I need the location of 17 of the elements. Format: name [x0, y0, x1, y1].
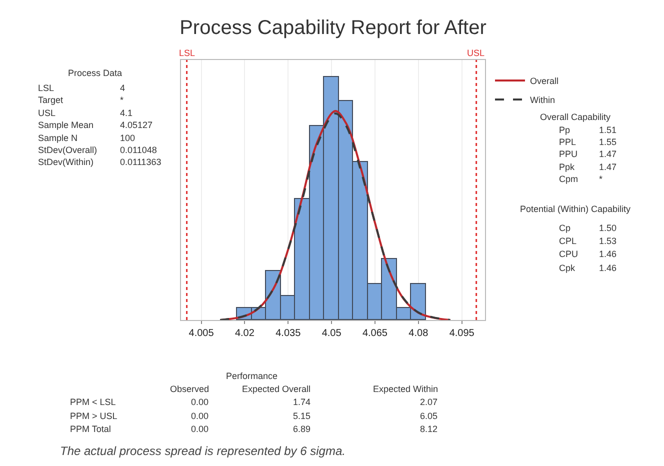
text: The actual process spread is represented by 6 sigma.	[60, 444, 346, 458]
text: Overall Capability Pp 1.51 PPL 1.55 PPU 1.47 Ppk 1.47 Cpm *	[540, 112, 617, 184]
x-tick-label: 4.02	[234, 328, 255, 339]
text: Potential (Within) Capability Cp 1.50 CPL 1.53 CPU 1.46 Cpk 1.46	[520, 204, 631, 273]
text: Process Data LSL 4 Target * USL 4.1 Sample Mean 4.05127 Sample N 100 StDev(Overall) 0.011048 StDev(Within) 0.0111363	[38, 68, 162, 167]
x-tick-label: 4.095	[449, 328, 475, 339]
x-tick-label: 4.065	[362, 328, 388, 339]
text: Performance Observed Expected Overall Expected Within PPM < LSL 0.00 1.74 2.07 PPM > USL 0.00 5.15 6.05 PPM Total 0.00 6.89 8.12	[70, 371, 438, 434]
x-tick-label: 4.035	[276, 328, 302, 339]
ref-line-label: USL	[467, 48, 485, 58]
chart-title: Process Capability Report for After	[180, 17, 487, 39]
legend-label: Within	[530, 95, 556, 106]
x-tick-label: 4.05	[322, 328, 342, 339]
legend-label: Overall	[530, 76, 559, 86]
ref-line-label: LSL	[179, 48, 196, 58]
x-tick-label: 4.005	[188, 328, 214, 339]
x-tick-label: 4.08	[408, 328, 429, 339]
